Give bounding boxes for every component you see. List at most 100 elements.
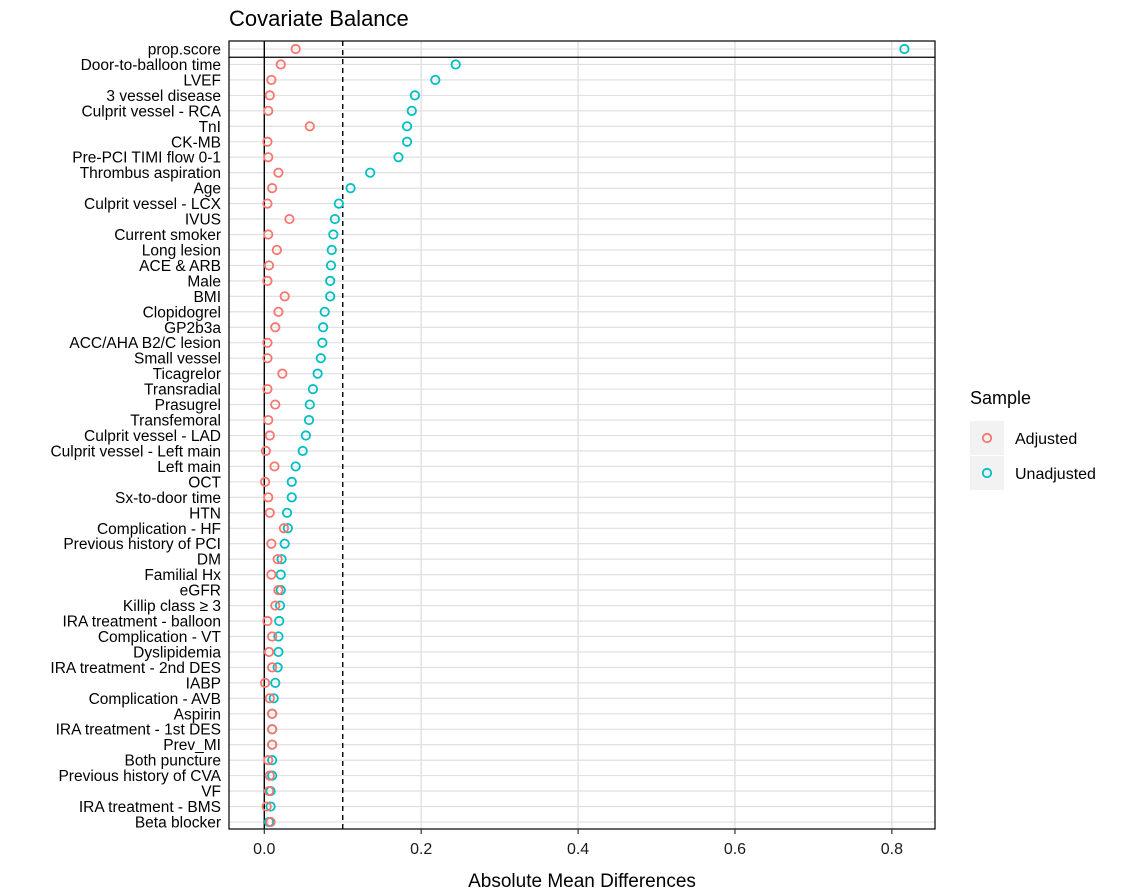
unadjusted-point bbox=[304, 399, 315, 410]
category-label: LVEF bbox=[183, 72, 221, 89]
adjusted-point bbox=[267, 724, 278, 735]
unadjusted-point bbox=[401, 121, 413, 132]
grid-layer bbox=[229, 41, 935, 829]
category-label: IABP bbox=[186, 675, 221, 692]
unadjusted-point bbox=[273, 646, 284, 658]
category-label: Dyslipidemia bbox=[133, 644, 221, 661]
category-label: Male bbox=[187, 273, 221, 290]
adjusted-point bbox=[263, 492, 274, 503]
unadjusted-point bbox=[275, 569, 286, 580]
unadjusted-point bbox=[393, 152, 404, 163]
chart-title: Covariate Balance bbox=[229, 6, 409, 31]
adjusted-point bbox=[271, 244, 282, 256]
unadjusted-point bbox=[276, 554, 287, 565]
adjusted-point bbox=[259, 677, 271, 688]
unadjusted-point bbox=[899, 43, 910, 55]
unadjusted-point bbox=[365, 167, 376, 178]
adjusted-point bbox=[264, 90, 275, 101]
legend-key-background bbox=[970, 456, 1004, 490]
unadjusted-point bbox=[312, 368, 323, 379]
category-label: IRA treatment - balloon bbox=[62, 614, 221, 631]
x-tick-label: 0.0 bbox=[253, 841, 275, 858]
unadjusted-point bbox=[406, 105, 417, 116]
unadjusted-point bbox=[325, 275, 336, 286]
adjusted-point bbox=[263, 755, 274, 766]
category-label: Prasugrel bbox=[155, 397, 221, 414]
adjusted-point bbox=[262, 615, 273, 627]
category-label: ACE & ARB bbox=[139, 258, 221, 275]
unadjusted-point bbox=[290, 461, 301, 472]
legend: Sample Adjusted Unadjusted bbox=[970, 388, 1096, 490]
category-label: HTN bbox=[189, 505, 221, 522]
unadjusted-point bbox=[319, 306, 330, 317]
adjusted-point bbox=[264, 430, 275, 441]
unadjusted-point bbox=[325, 291, 336, 302]
category-label: Current smoker bbox=[114, 227, 221, 244]
unadjusted-point bbox=[315, 353, 326, 364]
unadjusted-point bbox=[450, 59, 461, 70]
x-axis-ticks: 0.0 0.2 0.4 0.6 0.8 bbox=[253, 829, 903, 858]
category-label: Beta blocker bbox=[135, 815, 221, 832]
adjusted-point bbox=[304, 121, 315, 132]
category-label: Complication - VT bbox=[98, 629, 222, 646]
category-label: Both puncture bbox=[124, 753, 221, 770]
x-tick-label: 0.4 bbox=[567, 841, 589, 858]
category-label: DM bbox=[197, 552, 221, 569]
unadjusted-point bbox=[333, 198, 344, 209]
unadjusted-point bbox=[303, 414, 315, 426]
unadjusted-point bbox=[273, 631, 284, 642]
unadjusted-point bbox=[297, 445, 308, 457]
unadjusted-point bbox=[282, 523, 293, 534]
unadjusted-point bbox=[318, 322, 329, 333]
unadjusted-point bbox=[430, 74, 441, 86]
unadjusted-point bbox=[409, 90, 421, 101]
category-label: Pre-PCI TIMI flow 0-1 bbox=[72, 150, 221, 167]
category-label: Culprit vessel - RCA bbox=[81, 103, 221, 120]
category-label: Long lesion bbox=[142, 242, 221, 259]
adjusted-point bbox=[262, 353, 273, 364]
adjusted-point bbox=[267, 662, 278, 673]
adjusted-point bbox=[262, 275, 273, 286]
adjusted-point bbox=[267, 739, 278, 750]
adjusted-point bbox=[267, 708, 278, 719]
adjusted-point bbox=[262, 136, 273, 147]
category-label: Age bbox=[193, 181, 221, 198]
adjusted-point bbox=[260, 445, 271, 457]
category-label: Culprit vessel - LCX bbox=[84, 196, 222, 213]
legend-key-background bbox=[970, 421, 1004, 455]
category-label: Complication - AVB bbox=[89, 691, 221, 708]
unadjusted-point bbox=[274, 600, 286, 611]
unadjusted-point bbox=[274, 615, 285, 627]
adjusted-point bbox=[266, 74, 277, 86]
adjusted-point bbox=[275, 59, 286, 70]
category-label: OCT bbox=[188, 474, 221, 491]
category-label: Killip class ≥ 3 bbox=[123, 598, 221, 615]
x-tick-label: 0.8 bbox=[881, 841, 903, 858]
legend-label-adjusted: Adjusted bbox=[1015, 431, 1077, 448]
unadjusted-point bbox=[326, 244, 337, 256]
category-label: eGFR bbox=[180, 583, 221, 600]
x-tick-label: 0.6 bbox=[724, 841, 746, 858]
category-label: Complication - HF bbox=[97, 521, 221, 538]
category-label: Left main bbox=[157, 459, 221, 476]
unadjusted-point bbox=[307, 384, 319, 395]
plot-panel-border bbox=[228, 40, 936, 830]
unadjusted-point bbox=[281, 507, 293, 518]
adjusted-point bbox=[290, 43, 301, 55]
unadjusted-point bbox=[265, 801, 276, 812]
adjusted-point bbox=[263, 105, 274, 116]
x-tick-label: 0.2 bbox=[410, 841, 432, 858]
adjusted-point bbox=[259, 476, 271, 487]
adjusted-point bbox=[273, 167, 284, 178]
unadjusted-point bbox=[286, 476, 297, 487]
adjusted-point bbox=[262, 198, 273, 209]
category-label: Culprit vessel - LAD bbox=[84, 428, 221, 445]
adjusted-point bbox=[266, 569, 277, 580]
category-label: Ticagrelor bbox=[153, 366, 221, 383]
adjusted-point bbox=[267, 631, 278, 642]
adjusted-point bbox=[267, 183, 278, 194]
category-label: Clopidogrel bbox=[143, 304, 221, 321]
category-label: Previous history of PCI bbox=[63, 536, 221, 553]
unadjusted-point bbox=[279, 538, 290, 549]
adjusted-point bbox=[264, 693, 275, 704]
